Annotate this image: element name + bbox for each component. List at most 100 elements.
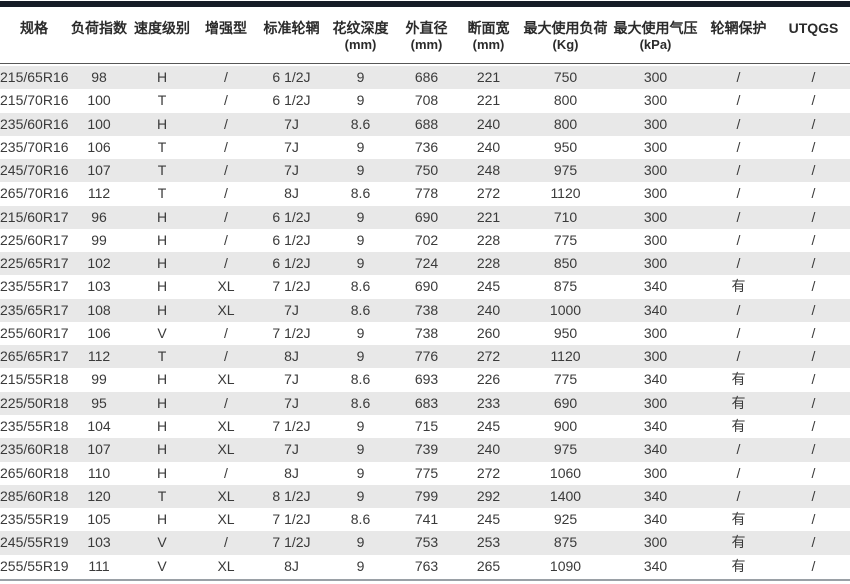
table-cell: H bbox=[156, 371, 168, 388]
table-cell: T bbox=[157, 348, 167, 365]
table-cell: 8J bbox=[284, 464, 299, 481]
column-label: 标准轮辋 bbox=[263, 20, 320, 36]
table-cell: 235/55R19 bbox=[0, 511, 68, 528]
table-cell: / bbox=[736, 69, 741, 85]
table-row: 255/60R17 106 V / 7 1/2J 9 738 260 950 300 / / bbox=[0, 322, 850, 345]
table-cell: 107 bbox=[87, 441, 111, 458]
table-cell: 96 bbox=[91, 208, 107, 225]
table-row: 235/70R16 106 T / 7J 9 736 240 950 300 / / bbox=[0, 136, 850, 159]
table-cell: 95 bbox=[91, 394, 107, 411]
column-unit: (mm) bbox=[410, 37, 443, 52]
table-row: 265/60R18 110 H / 8J 9 775 272 1060 300 / / bbox=[0, 462, 850, 485]
table-cell: 8J bbox=[284, 557, 299, 574]
table-cell: 340 bbox=[643, 278, 668, 295]
table-cell: 300 bbox=[643, 185, 668, 202]
table-cell: 7J bbox=[284, 441, 299, 458]
column-header-5: 标准轮辋 bbox=[258, 7, 325, 63]
table-cell: 9 bbox=[356, 417, 365, 434]
table-cell: / bbox=[736, 324, 741, 341]
column-header-1: 规格 bbox=[0, 7, 68, 63]
table-cell: 285/60R18 bbox=[0, 487, 68, 504]
table-cell: XL bbox=[217, 371, 235, 388]
column-label: 轮辋保护 bbox=[710, 20, 767, 36]
table-cell: 9 bbox=[356, 231, 365, 248]
table-cell: 103 bbox=[87, 278, 111, 295]
table-cell: / bbox=[224, 138, 228, 155]
table-cell: / bbox=[811, 557, 816, 574]
table-cell: 776 bbox=[414, 348, 439, 365]
table-row: 215/65R16 98 H / 6 1/2J 9 686 221 750 300 / / bbox=[0, 66, 850, 90]
table-cell: / bbox=[224, 208, 228, 225]
table-cell: 240 bbox=[476, 138, 501, 155]
table-cell: 1120 bbox=[550, 185, 581, 202]
table-cell: 215/55R18 bbox=[0, 371, 68, 388]
table-cell: 750 bbox=[553, 69, 578, 85]
table-cell: 8 1/2J bbox=[272, 487, 311, 504]
table-cell: 105 bbox=[87, 511, 111, 528]
column-header-6: 花纹深度 (mm) bbox=[325, 7, 396, 63]
table-cell: 300 bbox=[643, 92, 668, 109]
table-row: 235/60R16 100 H / 7J 8.6 688 240 800 300 / / bbox=[0, 112, 850, 136]
table-cell: T bbox=[157, 138, 167, 155]
table-cell: 215/70R16 bbox=[0, 92, 68, 109]
table-cell: 215/65R16 bbox=[0, 69, 68, 85]
table-cell: 738 bbox=[414, 324, 439, 341]
table-cell: H bbox=[156, 278, 168, 295]
table-cell: / bbox=[811, 464, 816, 481]
table-cell: / bbox=[811, 208, 816, 225]
table-cell: / bbox=[224, 231, 228, 248]
table-cell: 253 bbox=[476, 534, 501, 551]
column-label: 外直径 bbox=[405, 20, 448, 36]
table-cell: 235/55R17 bbox=[0, 278, 68, 295]
table-cell: / bbox=[811, 115, 816, 132]
table-cell: / bbox=[736, 92, 741, 109]
table-row: 235/60R18 107 H XL 7J 9 739 240 975 340 / / bbox=[0, 438, 850, 462]
column-label: UTQGS bbox=[788, 20, 839, 36]
table-cell: 300 bbox=[643, 394, 668, 411]
table-cell: / bbox=[811, 162, 816, 179]
table-cell: 300 bbox=[643, 534, 668, 551]
table-cell: H bbox=[156, 69, 168, 85]
table-row: 265/70R16 112 T / 8J 8.6 778 272 1120 300 / / bbox=[0, 182, 850, 205]
table-cell: H bbox=[156, 511, 168, 528]
table-cell: / bbox=[811, 441, 816, 458]
table-cell: 235/70R16 bbox=[0, 138, 68, 155]
table-cell: 300 bbox=[643, 162, 668, 179]
table-cell: 800 bbox=[553, 115, 578, 132]
table-cell: 221 bbox=[476, 92, 501, 109]
table-cell: 7J bbox=[284, 371, 299, 388]
table-cell: / bbox=[811, 511, 816, 528]
column-label: 规格 bbox=[20, 20, 48, 36]
table-cell: 340 bbox=[643, 441, 668, 458]
table-cell: 235/65R17 bbox=[0, 301, 68, 318]
table-cell: 9 bbox=[356, 557, 365, 574]
table-cell: 292 bbox=[476, 487, 501, 504]
table-row: 235/55R18 104 H XL 7 1/2J 9 715 245 900 340 有 / bbox=[0, 415, 850, 438]
table-cell: / bbox=[811, 301, 816, 318]
table-cell: 215/60R17 bbox=[0, 208, 68, 225]
table-cell: 693 bbox=[414, 371, 439, 388]
table-cell: 8.6 bbox=[350, 185, 371, 202]
table-cell: 799 bbox=[414, 487, 439, 504]
table-cell: 235/55R18 bbox=[0, 417, 68, 434]
table-cell: 240 bbox=[476, 115, 501, 132]
table-cell: 1000 bbox=[549, 301, 582, 318]
table-cell: 265 bbox=[476, 557, 501, 574]
table-cell: 8.6 bbox=[350, 394, 371, 411]
table-cell: 724 bbox=[414, 255, 439, 272]
table-cell: / bbox=[224, 464, 228, 481]
column-header-8: 断面宽 (mm) bbox=[457, 7, 520, 63]
column-label: 速度级别 bbox=[134, 20, 190, 36]
table-cell: 741 bbox=[414, 511, 439, 528]
table-row: 215/60R17 96 H / 6 1/2J 9 690 221 710 300 / / bbox=[0, 205, 850, 229]
table-cell: 300 bbox=[643, 138, 668, 155]
table-cell: / bbox=[811, 394, 816, 411]
table-cell: 245 bbox=[476, 511, 501, 528]
table-cell: 875 bbox=[553, 534, 578, 551]
column-unit: (mm) bbox=[344, 37, 377, 52]
table-cell: XL bbox=[217, 441, 235, 458]
table-cell: 有 bbox=[731, 557, 746, 574]
table-cell: / bbox=[224, 115, 228, 132]
table-cell: 221 bbox=[476, 69, 501, 85]
